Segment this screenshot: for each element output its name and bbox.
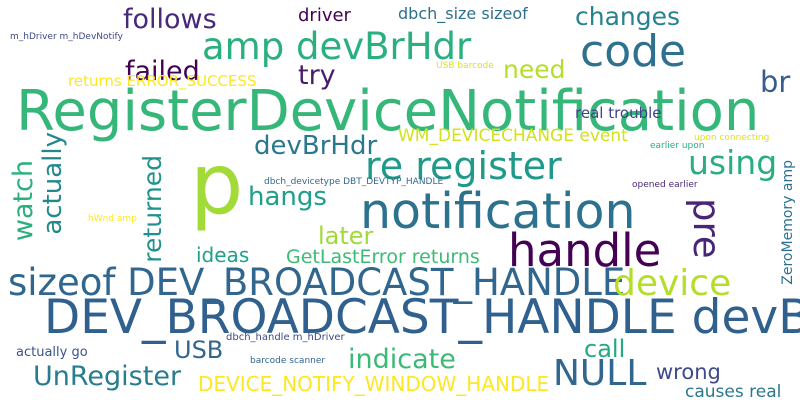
word-unregister: UnRegister	[33, 361, 182, 392]
word-getlasterror-returns: GetLastError returns	[286, 246, 480, 268]
word-hangs: hangs	[248, 182, 327, 212]
word-hwnd-amp: hWnd amp	[88, 214, 137, 224]
word-amp-devbrhdr: amp devBrHdr	[202, 25, 472, 68]
word-br: br	[760, 65, 791, 99]
word-device: device	[613, 263, 732, 304]
word-using: using	[688, 143, 778, 182]
word-code: code	[580, 26, 687, 77]
word-upon-connecting: upon connecting	[694, 133, 770, 143]
word-wm-devicechange-event: WM_DEVICECHANGE event	[398, 126, 628, 146]
word-devbrhdr: devBrHdr	[254, 131, 378, 161]
word-device-notify-window-handle: DEVICE_NOTIFY_WINDOW_HANDLE	[198, 372, 550, 396]
word-m-hdriver-m-hdevnotify: m_hDriver m_hDevNotify	[10, 32, 123, 42]
word-usb: USB	[174, 336, 224, 364]
word-watch: watch	[8, 160, 39, 242]
word-returned: returned	[138, 155, 167, 263]
word-notification: notification	[360, 183, 636, 240]
word-indicate: indicate	[348, 344, 456, 375]
word-actually-go: actually go	[16, 345, 88, 360]
word-registerdevicenotification: RegisterDeviceNotification	[16, 79, 760, 144]
word-handle: handle	[508, 224, 662, 277]
word-barcode-scanner: barcode scanner	[250, 356, 326, 366]
word-failed: failed	[125, 56, 200, 87]
word-usb-barcode: USB barcode	[436, 61, 494, 71]
word-call: call	[584, 335, 626, 363]
word-zeromemory-amp: ZeroMemory amp	[780, 160, 796, 285]
word-opened-earlier: opened earlier	[632, 180, 698, 190]
word-changes: changes	[575, 2, 681, 31]
word-ideas: ideas	[196, 243, 250, 267]
word-returns-error-success: returns ERROR_SUCCESS	[68, 72, 257, 90]
word-re-register: re register	[365, 144, 562, 188]
word-dev-broadcast-handle-devbrhdr: DEV_BROADCAST_HANDLE devBrHdr	[44, 290, 800, 345]
word-null: NULL	[553, 353, 647, 394]
word-later: later	[318, 222, 374, 250]
word-sizeof-dev-broadcast-handle: sizeof DEV_BROADCAST_HANDLE	[8, 261, 626, 304]
word-real-trouble: real trouble	[575, 104, 662, 122]
word-need: need	[503, 55, 566, 84]
word-dbch-devicetype-dbt-devtyp-handle: dbch_devicetype DBT_DEVTYP_HANDLE	[264, 177, 444, 187]
word-p: p	[190, 135, 244, 233]
word-earlier-upon: earlier upon	[650, 141, 705, 151]
word-actually: actually	[38, 132, 68, 235]
word-driver: driver	[298, 5, 351, 26]
word-dbch-handle-m-hdriver: dbch_handle m_hDriver	[226, 332, 345, 343]
word-try: try	[298, 60, 336, 91]
word-wrong: wrong	[656, 360, 721, 384]
word-causes-real: causes real	[685, 382, 782, 400]
word-follows: follows	[123, 4, 217, 35]
word-pre: pre	[685, 198, 728, 259]
word-dbch-size-sizeof: dbch_size sizeof	[398, 4, 528, 23]
